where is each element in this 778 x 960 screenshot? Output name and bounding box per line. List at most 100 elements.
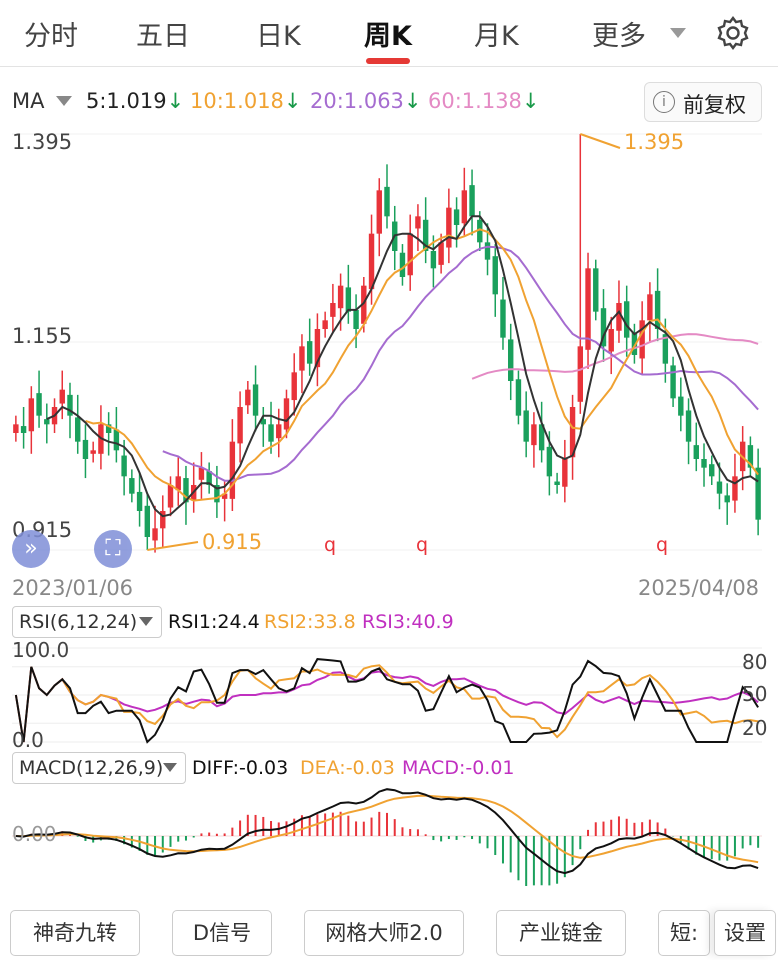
price-restoration-button[interactable]: i 前复权 <box>644 82 762 122</box>
candle-body <box>701 459 707 468</box>
rsi-axis-top: 100.0 <box>12 638 70 662</box>
candle-body <box>75 417 81 442</box>
candle-body <box>214 485 220 503</box>
divider <box>0 66 778 67</box>
candle-body <box>353 309 359 329</box>
candle-body <box>461 190 468 224</box>
gear-icon[interactable] <box>714 14 752 52</box>
tab-monthly-k[interactable]: 月K <box>474 21 519 52</box>
chevron-down-icon <box>139 617 153 626</box>
candle-body <box>44 419 50 425</box>
rsi1-value: RSI1:24.4 <box>168 611 260 633</box>
settings-button[interactable]: 设置 <box>714 910 776 956</box>
candle-body <box>662 334 669 364</box>
candle-body <box>585 268 591 350</box>
candle-body <box>368 233 375 290</box>
restore-label: 前复权 <box>683 93 746 117</box>
candle-body <box>724 495 730 503</box>
candle-body <box>252 384 259 416</box>
ma10-value: 10:1.018↓ <box>190 89 302 113</box>
expand-sidebar-button[interactable]: » <box>12 530 50 568</box>
candle-body <box>314 329 321 368</box>
candle-body <box>623 301 630 338</box>
ma-legend: MA 5:1.019↓ 10:1.018↓ 20:1.063↓ 60:1.138… <box>0 86 778 118</box>
ma-selector[interactable]: MA <box>12 89 45 113</box>
rsi-selector[interactable]: RSI(6,12,24) <box>12 606 162 638</box>
candle-body <box>716 481 723 494</box>
ma-dropdown-icon[interactable] <box>56 96 72 106</box>
candle-body <box>569 407 576 458</box>
rsi-level-50: 50 <box>742 682 768 706</box>
macd-selector-label: MACD(12,26,9) <box>19 757 164 779</box>
candle-body <box>376 190 382 234</box>
candle-body <box>469 185 475 217</box>
candle-body <box>82 439 89 459</box>
candle-body <box>221 493 228 499</box>
magic-nine-button[interactable]: 神奇九转 <box>10 910 140 956</box>
candle-body <box>484 242 491 260</box>
candle-body <box>136 491 143 511</box>
rsi2-value: RSI2:33.8 <box>264 611 356 633</box>
macd-selector[interactable]: MACD(12,26,9) <box>12 752 186 784</box>
macd-dea-line <box>15 794 759 864</box>
candle-body <box>299 346 305 371</box>
candle-body <box>562 459 568 487</box>
candle-body <box>446 207 452 248</box>
tab-intraday[interactable]: 分时 <box>24 21 78 52</box>
candle-body <box>508 339 514 381</box>
macd-diff-line <box>15 788 759 875</box>
candle-body <box>36 393 42 416</box>
candle-body <box>229 441 236 499</box>
macd-macd-value: MACD:-0.01 <box>402 757 515 779</box>
candle-body <box>183 478 189 503</box>
d-signal-button[interactable]: D信号 <box>172 910 272 956</box>
candle-body <box>13 424 19 433</box>
low-annotation: 0.915 <box>202 530 263 554</box>
tab-five-day[interactable]: 五日 <box>136 21 190 52</box>
candle-body <box>523 410 529 442</box>
candle-body <box>593 268 599 312</box>
candle-body <box>67 394 73 416</box>
fullscreen-button[interactable]: ⛶ <box>94 530 132 568</box>
candle-body <box>330 303 336 317</box>
candle-body <box>693 445 699 459</box>
chevron-down-icon[interactable] <box>670 28 686 38</box>
rsi2-line <box>14 664 759 743</box>
candle-body <box>415 216 421 229</box>
candle-body <box>113 429 120 451</box>
tab-daily-k[interactable]: 日K <box>256 21 301 52</box>
low-leader <box>147 541 199 551</box>
period-tabs: 分时 五日 日K 周K 月K 更多 <box>0 0 778 66</box>
candle-body <box>260 419 266 425</box>
short-button[interactable]: 短: <box>658 910 710 956</box>
candle-body <box>538 424 545 451</box>
candle-body <box>345 287 352 312</box>
ma60-line <box>471 333 759 380</box>
candle-body <box>90 450 96 454</box>
candle-body <box>268 424 274 442</box>
candle-body <box>654 290 661 329</box>
date-start: 2023/01/06 <box>12 576 134 600</box>
candle-body <box>283 398 290 430</box>
candle-body <box>709 464 715 477</box>
tab-more[interactable]: 更多 <box>592 21 646 52</box>
tab-weekly-k[interactable]: 周K <box>364 21 412 52</box>
candle-body <box>500 299 506 338</box>
rsi-axis-bottom: 0.0 <box>12 728 44 752</box>
grid-master-button[interactable]: 网格大师2.0 <box>304 910 464 956</box>
rsi3-value: RSI3:40.9 <box>362 611 454 633</box>
q-marker: q <box>324 534 337 556</box>
candle-body <box>198 467 205 480</box>
rsi-selector-label: RSI(6,12,24) <box>19 611 138 633</box>
chart-area[interactable] <box>0 0 778 905</box>
candle-body <box>361 285 367 324</box>
rsi-level-20: 20 <box>742 716 768 740</box>
candle-body <box>747 445 754 468</box>
ma5-value: 5:1.019↓ <box>86 89 185 113</box>
candle-body <box>600 308 607 347</box>
industry-chain-button[interactable]: 产业链金 <box>496 910 626 956</box>
candle-body <box>245 389 251 406</box>
candle-body <box>121 455 127 477</box>
q-marker: q <box>416 534 429 556</box>
candle-body <box>28 398 35 432</box>
